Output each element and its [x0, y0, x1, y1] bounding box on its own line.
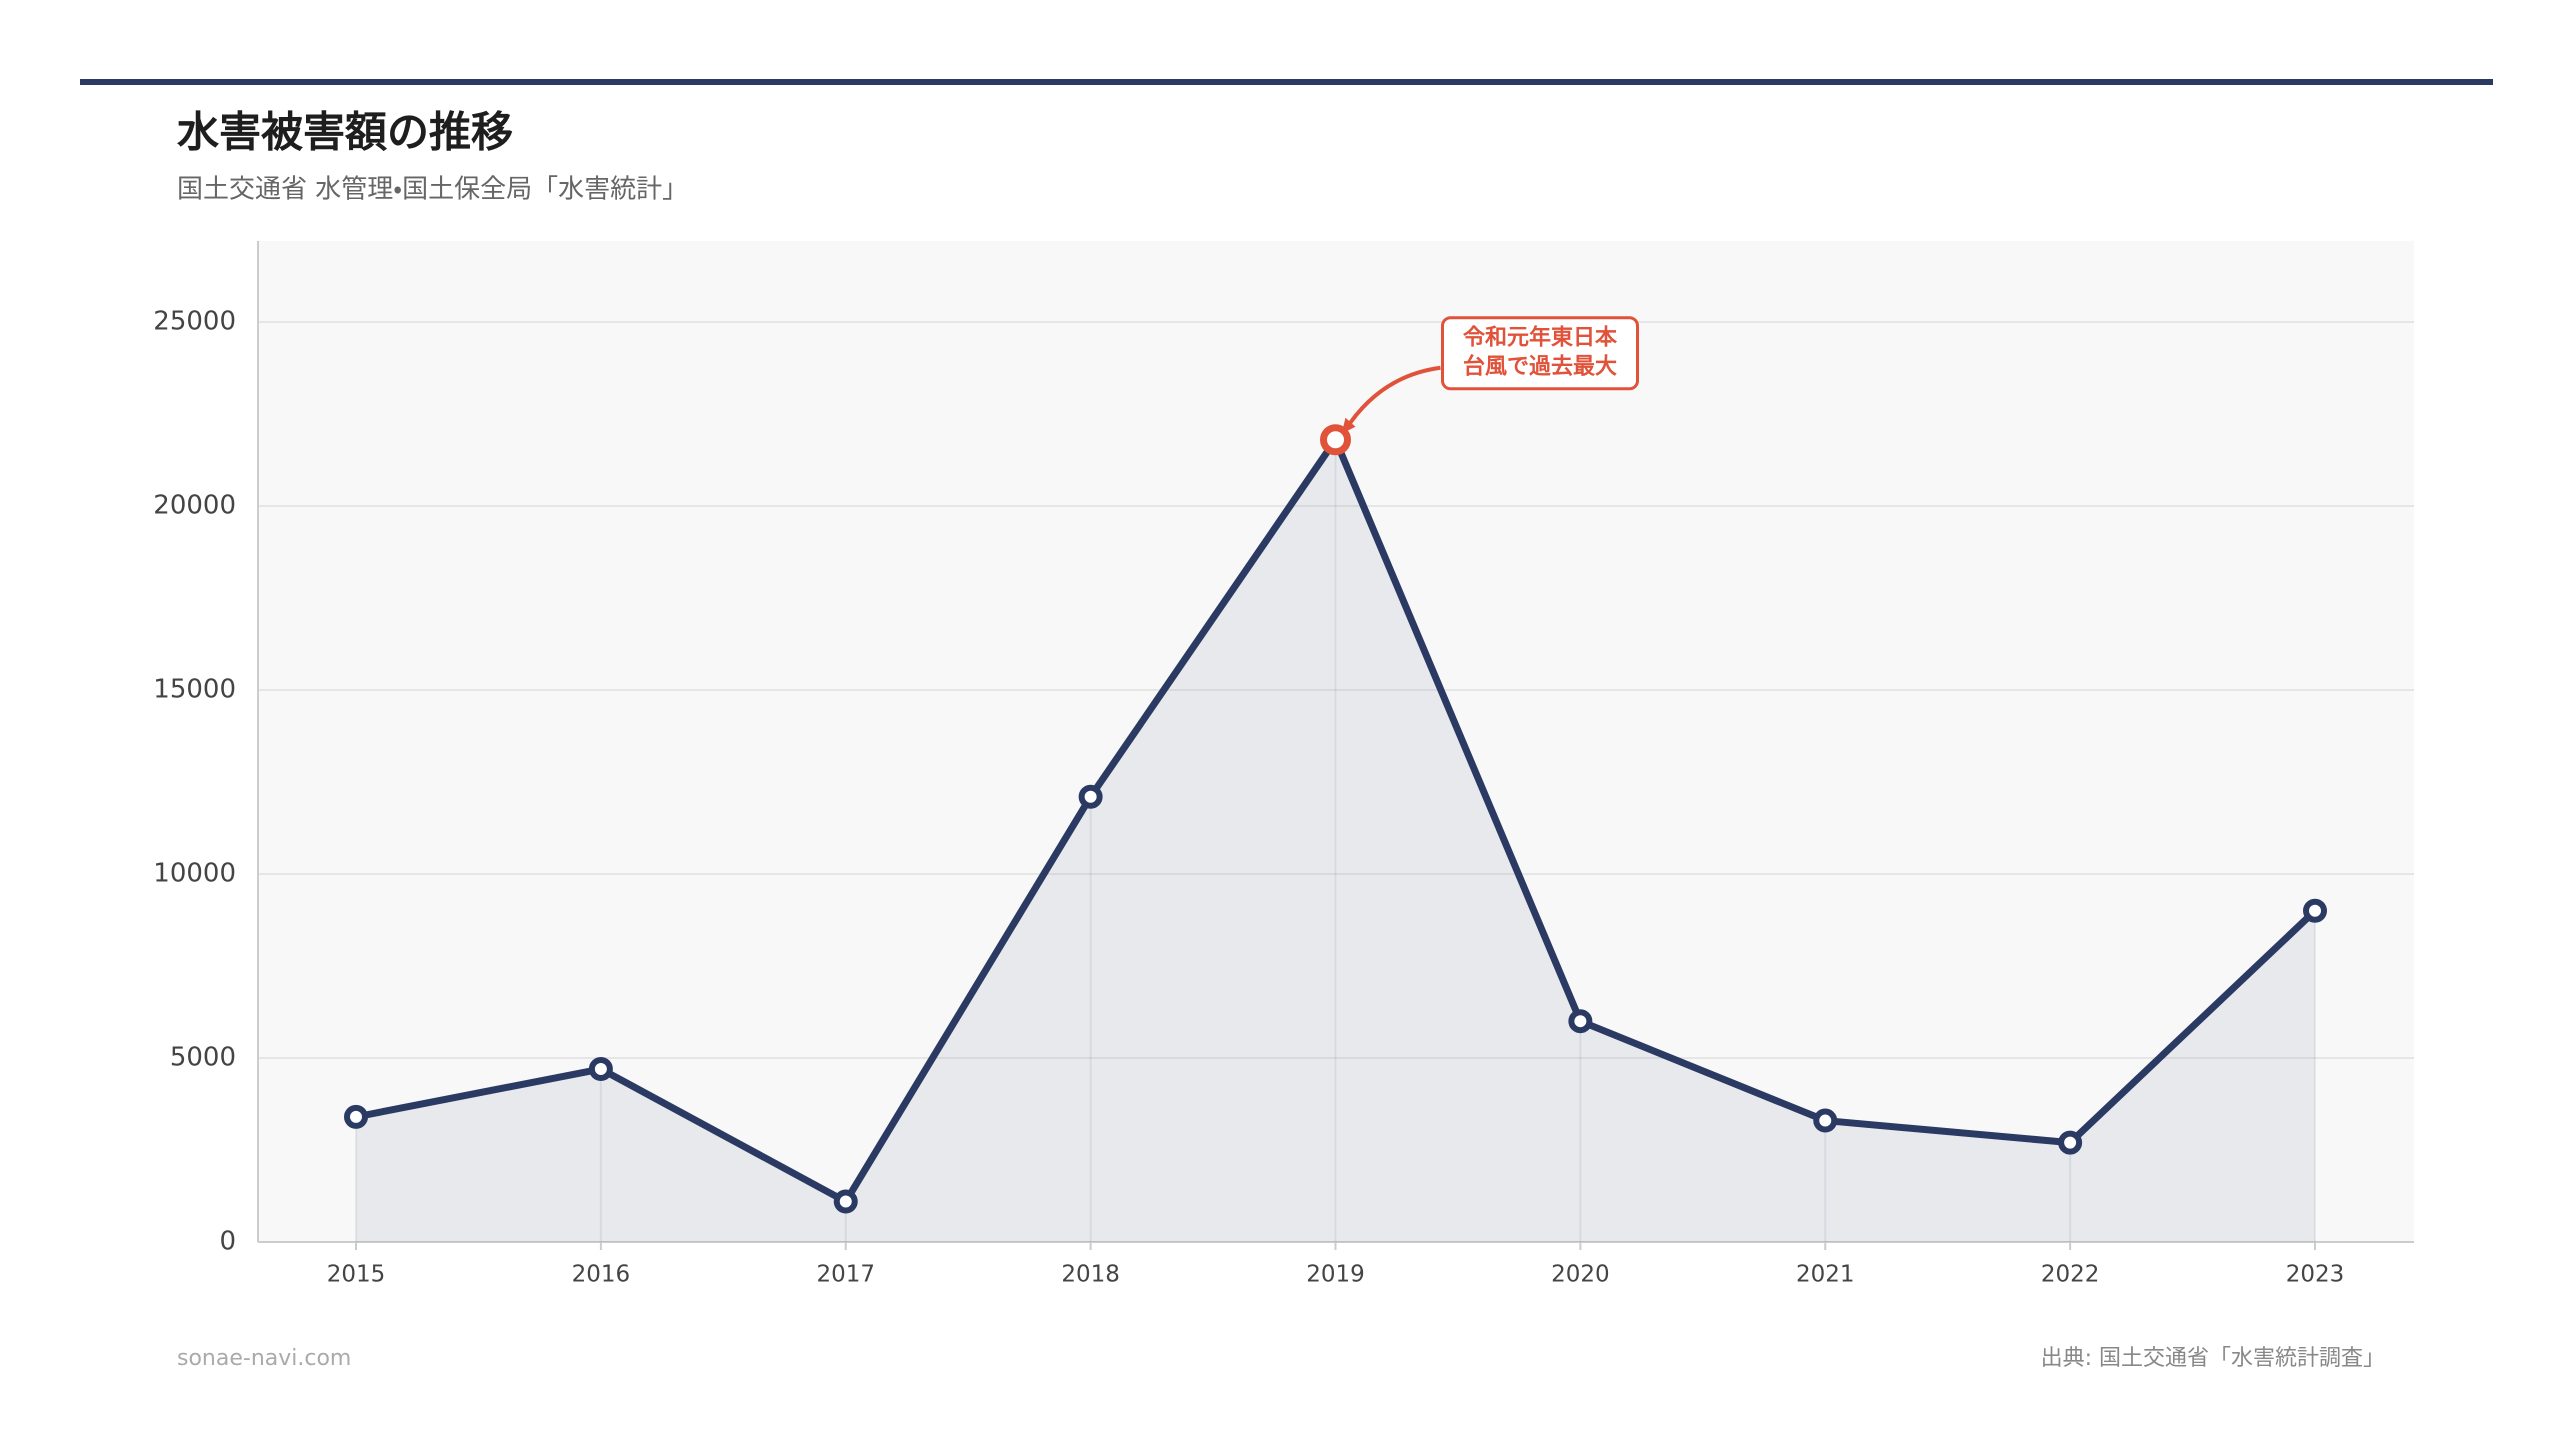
point: [344, 1104, 368, 1129]
area: [356, 439, 2315, 1243]
footer: sonae-navi.com: [177, 1346, 351, 1371]
annotation-text: 令和元年東日本: [1463, 325, 1618, 351]
x-tick-label: 2021: [1796, 1262, 1855, 1288]
annotation-text: 台風で過去最大: [1463, 354, 1617, 380]
x-tick-label: 2019: [1306, 1262, 1365, 1288]
point: [2058, 1130, 2083, 1155]
x-tick-label: 2023: [2286, 1262, 2345, 1288]
annotation-arrow: [1343, 365, 1441, 431]
chart-subtitle: 国土交通省 水管理・国土保全局「水害統計」: [177, 175, 688, 205]
point: [1078, 784, 1103, 809]
annotation-box: [1441, 316, 1639, 391]
top-rule: [80, 79, 2493, 85]
y-tick-label: 0: [219, 1227, 236, 1257]
x-tick-label: 2016: [572, 1262, 631, 1288]
annotation-arrowhead: [1341, 417, 1356, 434]
point: [1568, 1009, 1593, 1034]
point: [588, 1057, 613, 1082]
y-tick-label: 25000: [153, 306, 236, 336]
point: [2303, 898, 2327, 923]
x-tick-label: 2015: [327, 1262, 386, 1288]
y-tick-label: 20000: [153, 490, 236, 520]
chart-title: 水害被害額の推移: [176, 108, 513, 157]
point: [1813, 1108, 1838, 1133]
source: 出典: 国土交通省「水害統計調査」: [2041, 1346, 2385, 1371]
y-tick-label: 5000: [170, 1042, 236, 1072]
x-tick-label: 2020: [1551, 1262, 1610, 1288]
point: [833, 1189, 858, 1214]
y-tick-label: 10000: [153, 858, 236, 888]
x-tick-label: 2017: [816, 1262, 875, 1288]
x-tick-label: 2022: [2041, 1262, 2100, 1288]
y-tick-label: 15000: [153, 674, 236, 704]
x-tick-label: 2018: [1061, 1262, 1120, 1288]
